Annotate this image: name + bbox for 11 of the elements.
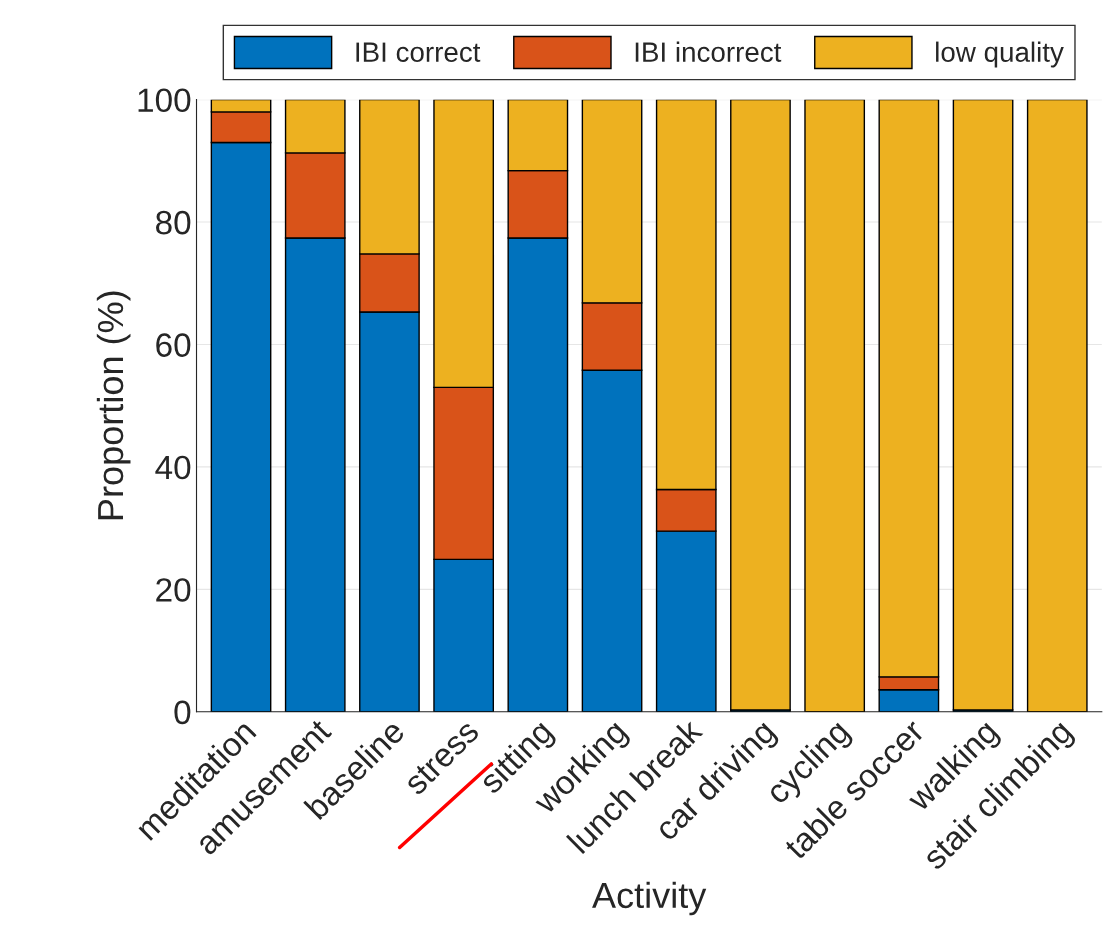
x-axis-title: Activity (592, 881, 707, 916)
y-tick-label: 100 (138, 88, 191, 113)
y-tick-label: 80 (156, 210, 191, 235)
y-axis-title: Proportion (%) (96, 291, 131, 520)
y-tick-label: 20 (156, 578, 191, 602)
legend-label: IBI incorrect (635, 41, 782, 62)
legend-label: low quality (936, 41, 1064, 68)
y-tick-label: 40 (155, 455, 191, 480)
y-tick-label: 0 (174, 700, 191, 725)
legend-label: IBI correct (356, 42, 481, 62)
y-tick-label: 60 (156, 333, 191, 357)
